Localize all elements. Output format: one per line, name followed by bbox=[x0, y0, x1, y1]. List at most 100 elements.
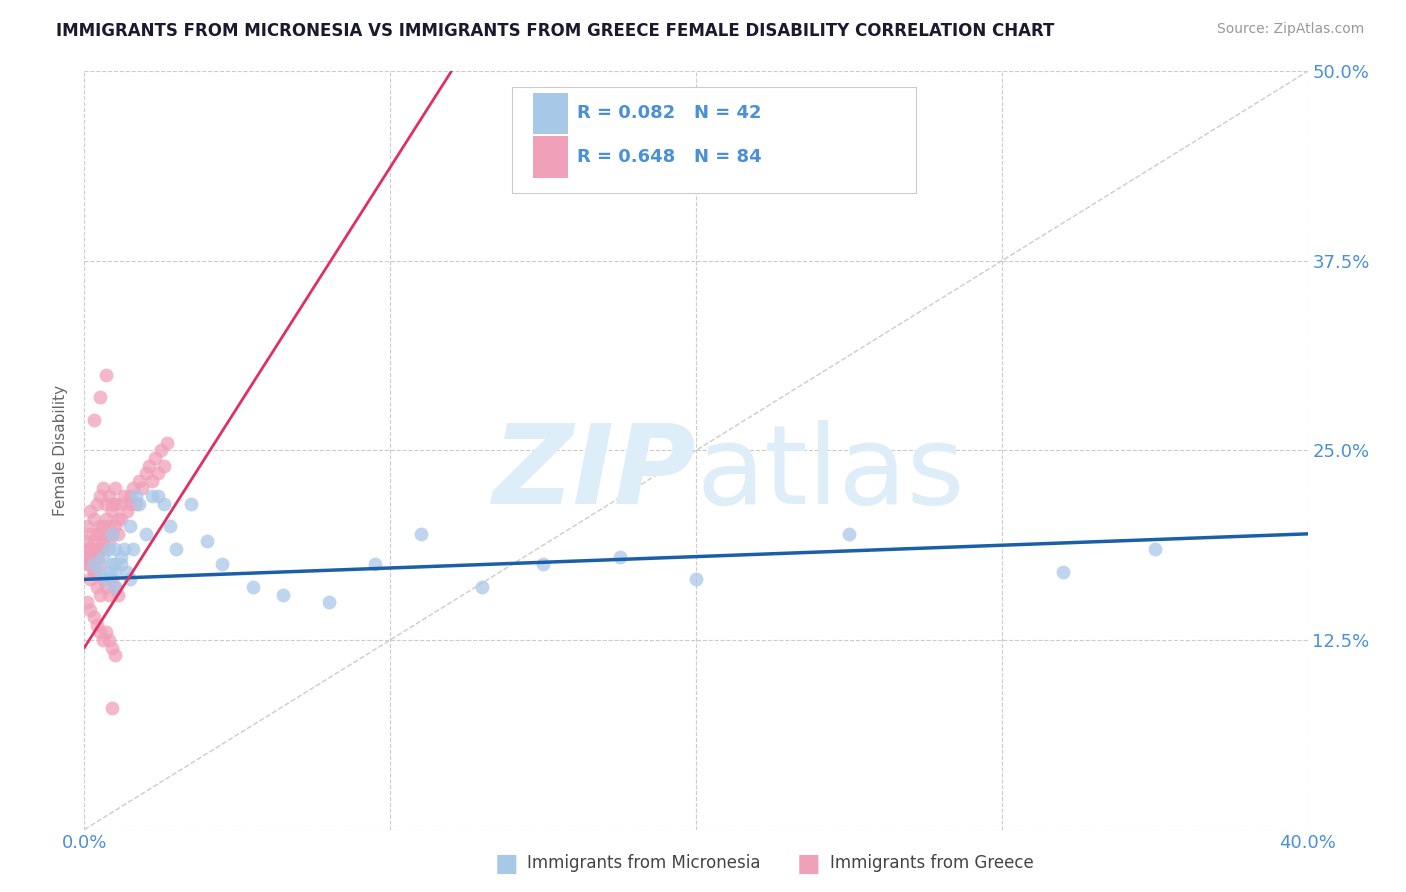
Point bbox=[104, 557, 127, 572]
Point bbox=[141, 474, 163, 488]
Point bbox=[107, 588, 129, 602]
Point bbox=[86, 542, 108, 557]
Text: R = 0.082   N = 42: R = 0.082 N = 42 bbox=[578, 104, 762, 122]
Point bbox=[120, 573, 142, 587]
Point bbox=[97, 565, 120, 579]
Y-axis label: Female Disability: Female Disability bbox=[53, 384, 69, 516]
Point bbox=[89, 391, 111, 405]
Text: Source: ZipAtlas.com: Source: ZipAtlas.com bbox=[1216, 22, 1364, 37]
Point bbox=[89, 526, 111, 541]
Point bbox=[83, 565, 105, 579]
Point bbox=[76, 549, 98, 564]
Point bbox=[131, 482, 153, 496]
Point bbox=[91, 519, 114, 533]
Point bbox=[86, 496, 108, 510]
Point bbox=[1143, 542, 1166, 557]
Point bbox=[128, 496, 150, 510]
Point bbox=[76, 519, 98, 533]
Point bbox=[146, 467, 169, 481]
Point bbox=[107, 512, 129, 526]
Point bbox=[86, 549, 108, 564]
Point bbox=[97, 534, 120, 549]
Point bbox=[94, 526, 117, 541]
Point bbox=[165, 542, 187, 557]
Point bbox=[101, 504, 124, 518]
Point bbox=[195, 534, 218, 549]
Point bbox=[110, 512, 132, 526]
Text: atlas: atlas bbox=[696, 420, 965, 526]
Point bbox=[146, 489, 169, 503]
Point bbox=[104, 580, 127, 594]
Point bbox=[153, 458, 176, 473]
Text: ■: ■ bbox=[495, 852, 517, 875]
Point bbox=[110, 496, 132, 510]
Point bbox=[211, 557, 233, 572]
Point bbox=[79, 603, 101, 617]
Point bbox=[91, 482, 114, 496]
Point bbox=[83, 542, 105, 557]
Point bbox=[79, 573, 101, 587]
Point bbox=[101, 496, 124, 510]
Point bbox=[271, 588, 294, 602]
Point bbox=[76, 557, 98, 572]
Point bbox=[141, 489, 163, 503]
Point bbox=[94, 625, 117, 640]
Point bbox=[83, 557, 105, 572]
Point bbox=[97, 519, 120, 533]
Point bbox=[101, 640, 124, 655]
Point bbox=[471, 580, 494, 594]
Point bbox=[104, 648, 127, 662]
Point bbox=[104, 542, 127, 557]
Point bbox=[89, 519, 111, 533]
Text: IMMIGRANTS FROM MICRONESIA VS IMMIGRANTS FROM GREECE FEMALE DISABILITY CORRELATI: IMMIGRANTS FROM MICRONESIA VS IMMIGRANTS… bbox=[56, 22, 1054, 40]
Point bbox=[83, 413, 105, 427]
Point bbox=[79, 526, 101, 541]
Point bbox=[104, 482, 127, 496]
Point bbox=[91, 633, 114, 648]
Bar bbox=[533, 93, 568, 135]
Point bbox=[83, 565, 105, 579]
Point bbox=[83, 512, 105, 526]
Point bbox=[79, 549, 101, 564]
Text: Immigrants from Micronesia: Immigrants from Micronesia bbox=[527, 855, 761, 872]
Point bbox=[112, 489, 135, 503]
Point bbox=[128, 474, 150, 488]
Point bbox=[94, 580, 117, 594]
Point bbox=[110, 557, 132, 572]
Point bbox=[112, 542, 135, 557]
Point bbox=[76, 595, 98, 609]
Point bbox=[409, 526, 432, 541]
Point bbox=[180, 496, 202, 510]
Point bbox=[122, 542, 145, 557]
Point bbox=[104, 496, 127, 510]
Point bbox=[153, 496, 176, 510]
Point bbox=[89, 625, 111, 640]
Point bbox=[83, 557, 105, 572]
Point bbox=[91, 573, 114, 587]
Point bbox=[242, 580, 264, 594]
Point bbox=[83, 534, 105, 549]
Point bbox=[135, 467, 157, 481]
Point bbox=[104, 565, 127, 579]
Point bbox=[364, 557, 387, 572]
FancyBboxPatch shape bbox=[513, 87, 917, 193]
Point bbox=[94, 368, 117, 382]
Point bbox=[156, 436, 179, 450]
Text: Immigrants from Greece: Immigrants from Greece bbox=[830, 855, 1033, 872]
Point bbox=[97, 542, 120, 557]
Point bbox=[104, 580, 127, 594]
Point bbox=[89, 557, 111, 572]
Point bbox=[107, 526, 129, 541]
Point bbox=[143, 451, 166, 466]
Text: R = 0.648   N = 84: R = 0.648 N = 84 bbox=[578, 148, 762, 166]
Text: ZIP: ZIP bbox=[492, 420, 696, 526]
Point bbox=[89, 565, 111, 579]
Point bbox=[110, 549, 132, 564]
Point bbox=[101, 557, 124, 572]
Point bbox=[838, 526, 860, 541]
Point bbox=[89, 542, 111, 557]
Point bbox=[86, 526, 108, 541]
Point bbox=[91, 534, 114, 549]
Point bbox=[86, 617, 108, 632]
Point bbox=[79, 504, 101, 518]
